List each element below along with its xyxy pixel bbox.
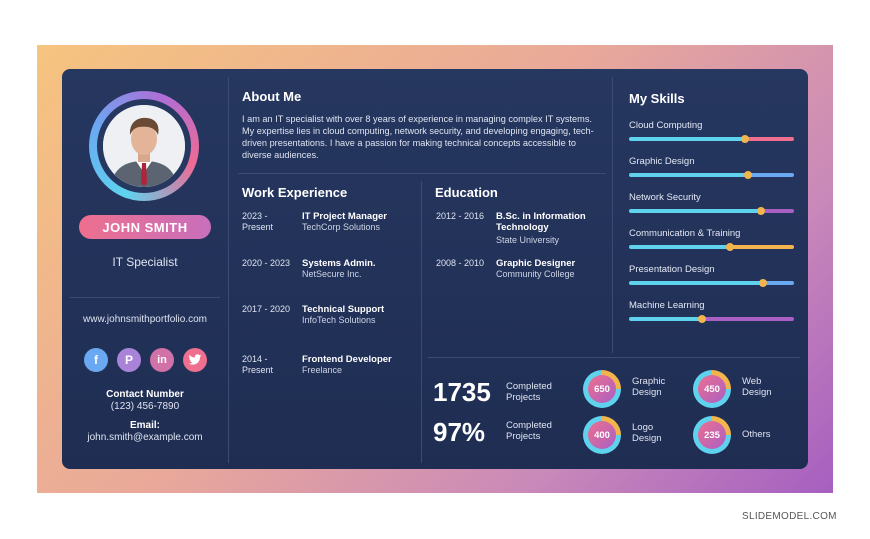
donut-graphic-design: 650 [583,370,621,408]
resume-card: JOHN SMITH IT Specialist www.johnsmithpo… [62,69,808,469]
twitter-icon[interactable] [183,348,207,372]
skill-bar [629,315,794,323]
education-years: 2012 - 2016 [436,211,485,221]
email-label: Email: [129,420,160,431]
linkedin-icon[interactable]: in [150,348,174,372]
skill-bar [629,135,794,143]
work-heading: Work Experience [242,185,348,200]
work-item: 2014 - Present Frontend Developer Freela… [242,354,422,384]
email-address[interactable]: john.smith@example.com [87,432,203,443]
education-years: 2008 - 2010 [436,258,485,268]
education-item: 2008 - 2010 Graphic Designer Community C… [436,258,612,288]
skill-level-marker [743,171,752,179]
education-item: 2012 - 2016 B.Sc. in Information Technol… [436,211,612,251]
donut-web-design: 450 [693,370,731,408]
divider-middle [421,181,422,463]
work-title: Frontend Developer [302,354,392,365]
work-title: Systems Admin. [302,258,376,269]
work-years: 2023 - Present [242,211,274,232]
projects-count: 1735 [433,377,491,407]
divider-contact [70,297,220,298]
work-org: InfoTech Solutions [302,315,376,325]
skill-bar [629,207,794,215]
slidemodel-credit: SLIDEMODEL.COM [742,511,837,522]
others-label: Others [742,429,771,440]
social-links: f P in [84,348,208,372]
phone-number: (123) 456-7890 [110,401,180,412]
skills-heading: My Skills [629,91,685,106]
avatar-ring [89,91,199,201]
skill-bar [629,243,794,251]
education-heading: Education [435,185,498,200]
work-title: IT Project Manager [302,211,387,222]
work-title: Technical Support [302,304,385,315]
name-badge: JOHN SMITH [79,215,211,239]
facebook-icon[interactable]: f [84,348,108,372]
skill-level-marker [758,279,767,287]
work-years: 2014 - Present [242,354,274,375]
skill-level-marker [697,315,706,323]
about-heading: About Me [242,89,302,104]
graphic-design-label: Graphic Design [632,376,666,398]
work-item: 2020 - 2023 Systems Admin. NetSecure Inc… [242,258,422,288]
avatar [103,105,185,187]
projects-percent: 97% [433,417,486,447]
skill-label: Network Security [629,192,701,203]
projects-percent-label: Completed Projects [506,420,552,442]
contact-label: Contact Number [106,389,184,400]
work-org: TechCorp Solutions [302,222,381,232]
work-item: 2023 - Present IT Project Manager TechCo… [242,211,422,241]
skill-bar [629,171,794,179]
work-org: NetSecure Inc. [302,269,362,279]
skill-label: Graphic Design [629,156,695,167]
about-text: I am an IT specialist with over 8 years … [242,114,594,160]
logo-design-label: Logo Design [632,422,662,444]
skill-level-marker [757,207,765,215]
education-title: Graphic Designer [496,258,576,269]
education-org: Community College [496,269,575,279]
website-link[interactable]: www.johnsmithportfolio.com [83,314,207,325]
education-org: State University [496,235,560,245]
skill-level-marker [740,135,749,143]
skill-bar [629,279,794,287]
work-years: 2017 - 2020 [242,304,291,314]
pinterest-icon[interactable]: P [117,348,141,372]
skill-label: Presentation Design [629,264,715,275]
donut-others: 235 [693,416,731,454]
skill-label: Machine Learning [629,300,705,311]
divider-stats [428,357,800,358]
donut-logo-design: 400 [583,416,621,454]
skill-label: Communication & Training [629,228,741,239]
education-title: B.Sc. in Information Technology [496,211,586,233]
divider-about [238,173,606,174]
work-item: 2017 - 2020 Technical Support InfoTech S… [242,304,422,334]
divider-right [612,77,613,353]
skill-level-marker [725,243,734,251]
skill-label: Cloud Computing [629,120,703,131]
divider-left [228,77,229,463]
projects-count-label: Completed Projects [506,381,552,403]
web-design-label: Web Design [742,376,772,398]
work-org: Freelance [302,365,343,375]
work-years: 2020 - 2023 [242,258,291,268]
job-title: IT Specialist [112,255,178,269]
